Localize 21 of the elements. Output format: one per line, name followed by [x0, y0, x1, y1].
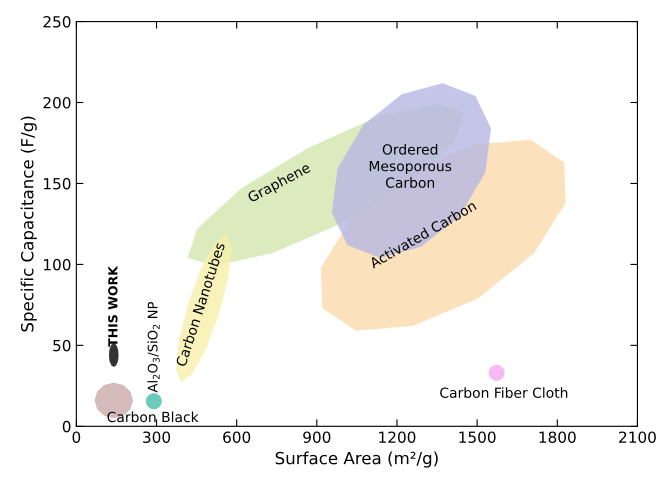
x-tick-label: 1500: [459, 431, 496, 443]
x-tick-label: 1200: [379, 431, 416, 443]
x-tick-label: 1800: [540, 431, 576, 443]
x-tick-label: 2100: [619, 431, 656, 443]
y-tick-label: 250: [43, 16, 70, 28]
y-tick-label: 150: [44, 178, 70, 190]
y-tick-label: 0: [62, 420, 70, 432]
y-tick-label: 200: [43, 96, 70, 109]
x-axis-title: Surface Area (m²/g): [276, 452, 438, 468]
annotation: Ordered Mesoporous Carbon: [370, 144, 452, 188]
y-tick-label: 50: [53, 340, 70, 352]
x-tick-label: 900: [303, 431, 330, 443]
x-tick-label: 0: [72, 431, 80, 443]
annotation: Carbon Black: [107, 411, 199, 422]
annotation: THIS WORK: [108, 266, 118, 347]
y-tick-label: 100: [44, 258, 70, 270]
annotation: Al$_{2}$O$_{3}$/SiO$_{2}$ NP: [147, 302, 160, 392]
y-axis-title: Specific Capacitance (F/g): [20, 116, 37, 332]
x-tick-label: 600: [223, 431, 250, 443]
annotation: Carbon Fiber Cloth: [440, 387, 568, 398]
x-tick-label: 300: [143, 431, 170, 443]
